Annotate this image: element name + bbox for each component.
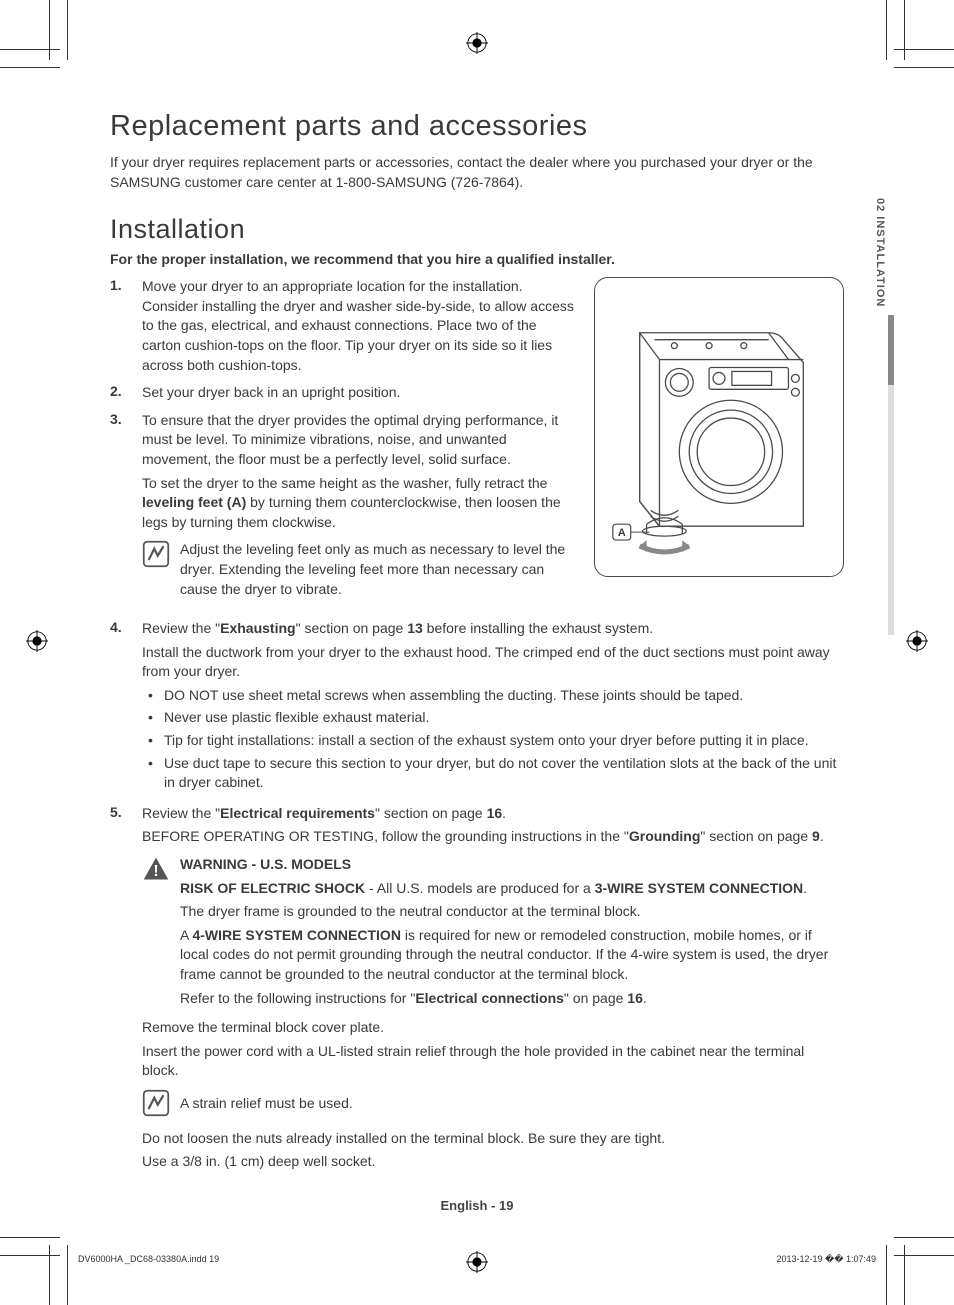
note-text: Adjust the leveling feet only as much as… — [180, 540, 576, 599]
step-3: 3. To ensure that the dryer provides the… — [110, 411, 576, 603]
warning-text: WARNING - U.S. MODELS RISK OF ELECTRIC S… — [180, 855, 844, 1012]
step5-p3: Remove the terminal block cover plate. — [142, 1018, 844, 1038]
page-content: Replacement parts and accessories If you… — [110, 110, 844, 1184]
print-info-right: 2013-12-19 �� 1:07:49 — [776, 1254, 876, 1265]
registration-mark-icon — [906, 630, 928, 652]
step-2: 2. Set your dryer back in an upright pos… — [110, 383, 576, 403]
step5-p2: BEFORE OPERATING OR TESTING, follow the … — [142, 827, 844, 847]
heading-replacement: Replacement parts and accessories — [110, 110, 844, 143]
warning-icon: ! — [142, 855, 180, 1012]
section-tab-bar-dark — [888, 315, 894, 385]
step-body: Review the "Exhausting" section on page … — [142, 619, 844, 796]
crop-mark — [49, 1245, 50, 1305]
crop-mark — [894, 67, 954, 68]
warning-block: ! WARNING - U.S. MODELS RISK OF ELECTRIC… — [142, 855, 844, 1012]
diagram-label: A — [618, 527, 626, 539]
crop-mark — [904, 0, 905, 60]
step-number: 3. — [110, 411, 142, 603]
page-footer: English - 19 — [0, 1198, 954, 1213]
step4-bullets: •DO NOT use sheet metal screws when asse… — [142, 686, 844, 793]
step-number: 1. — [110, 277, 142, 375]
step-1: 1. Move your dryer to an appropriate loc… — [110, 277, 576, 375]
crop-mark — [49, 0, 50, 60]
crop-mark — [67, 1245, 68, 1305]
svg-text:!: ! — [153, 863, 158, 880]
step-body: Move your dryer to an appropriate locati… — [142, 277, 576, 375]
step3-p2: To set the dryer to the same height as t… — [142, 474, 576, 533]
step5-p4: Insert the power cord with a UL-listed s… — [142, 1042, 844, 1081]
crop-mark — [0, 1255, 60, 1256]
registration-mark-icon — [26, 630, 48, 652]
section-tab-label: 02 INSTALLATION — [874, 198, 886, 311]
step-body: To ensure that the dryer provides the op… — [142, 411, 576, 603]
step-body: Review the "Electrical requirements" sec… — [142, 804, 844, 1176]
step-number: 5. — [110, 804, 142, 1176]
crop-mark — [894, 1237, 954, 1238]
dryer-diagram: A — [594, 277, 844, 577]
step3-p1: To ensure that the dryer provides the op… — [142, 411, 576, 470]
crop-mark — [67, 0, 68, 60]
crop-mark — [904, 1245, 905, 1305]
crop-mark — [894, 1255, 954, 1256]
replacement-body: If your dryer requires replacement parts… — [110, 153, 844, 192]
note-icon — [142, 1089, 180, 1123]
step-body: Set your dryer back in an upright positi… — [142, 383, 576, 403]
note-icon — [142, 540, 180, 599]
crop-mark — [886, 1245, 887, 1305]
heading-installation: Installation — [110, 214, 844, 245]
step-number: 2. — [110, 383, 142, 403]
step4-p2: Install the ductwork from your dryer to … — [142, 643, 844, 682]
note-block-2: A strain relief must be used. — [142, 1089, 844, 1123]
crop-mark — [894, 49, 954, 50]
section-tab-bar-light — [888, 385, 894, 635]
step-5: 5. Review the "Electrical requirements" … — [110, 804, 844, 1176]
note-block: Adjust the leveling feet only as much as… — [142, 540, 576, 599]
registration-mark-icon — [466, 32, 488, 54]
step-4: 4. Review the "Exhausting" section on pa… — [110, 619, 844, 796]
crop-mark — [886, 0, 887, 60]
section-tab: 02 INSTALLATION — [874, 198, 898, 635]
warning-title: WARNING - U.S. MODELS — [180, 855, 844, 875]
installation-recommend: For the proper installation, we recommen… — [110, 251, 844, 267]
step5-p5: Do not loosen the nuts already installed… — [142, 1129, 844, 1149]
crop-mark — [0, 1237, 60, 1238]
print-info-left: DV6000HA _DC68-03380A.indd 19 — [78, 1254, 219, 1265]
step5-p6: Use a 3/8 in. (1 cm) deep well socket. — [142, 1152, 844, 1172]
crop-mark — [0, 67, 60, 68]
crop-mark — [0, 49, 60, 50]
step4-lead: Review the "Exhausting" section on page … — [142, 619, 844, 639]
print-info: DV6000HA _DC68-03380A.indd 19 2013-12-19… — [78, 1254, 876, 1265]
note-text-2: A strain relief must be used. — [180, 1089, 844, 1123]
step-number: 4. — [110, 619, 142, 796]
step5-p1: Review the "Electrical requirements" sec… — [142, 804, 844, 824]
